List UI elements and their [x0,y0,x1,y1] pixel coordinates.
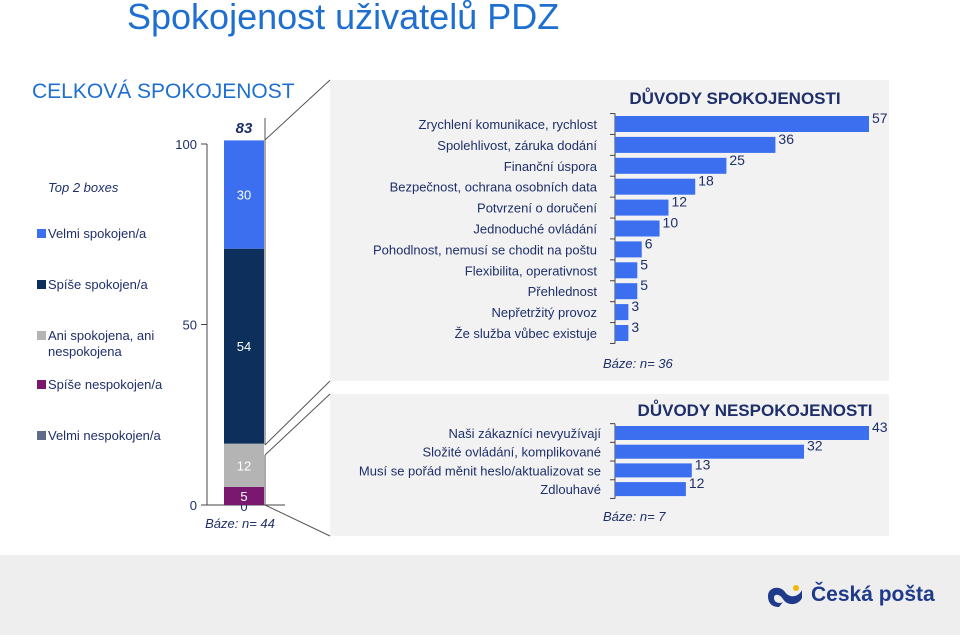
bar [615,136,776,153]
bar-value-label: 18 [698,173,714,189]
bar-value-label: 12 [689,475,705,491]
category-label: Zdlouhavé [540,482,601,497]
bar [615,283,638,300]
bar [615,262,638,279]
unsat-base: Báze: n= 7 [603,509,666,524]
stack-segment [224,443,264,487]
legend-swatch [37,431,46,440]
bar [615,199,669,216]
category-label: Musí se pořád měnit heslo/aktualizovat s… [359,463,601,478]
bar [615,426,869,440]
bar-value-label: 12 [671,194,687,210]
legend-label: Velmi spokojen/a [48,226,147,241]
bar-value-label: 57 [872,110,888,126]
overall-base: Báze: n= 44 [205,516,275,531]
unsat-panel-bg [330,394,889,536]
category-label: Spolehlivost, záruka dodání [437,138,597,153]
bar [615,220,660,237]
legend-label: Ani spokojena, ani nespokojena [48,328,154,359]
bar [615,304,629,321]
bar [615,482,686,497]
legend-swatch [37,380,46,389]
bar [615,325,629,341]
legend-label: Spíše spokojen/a [48,277,149,292]
bar-value-label: 43 [872,419,888,435]
y-tick-label: 100 [175,137,197,152]
logo-text: Česká pošta [811,583,935,606]
category-label: Že služba vůbec existuje [455,326,597,341]
stack-segment [224,140,264,249]
y-tick-label: 50 [183,318,197,333]
bar [615,116,869,132]
legend: Velmi spokojen/a Spíše spokojen/a Ani spok… [37,226,163,443]
bar-value-label: 5 [640,277,648,293]
y-tick-label: 0 [190,498,197,513]
top2-label: Top 2 boxes [48,180,119,195]
stack-value-label: 54 [237,339,251,354]
stack-value-label: 30 [237,188,251,203]
bar-value-label: 3 [631,298,639,314]
legend-swatch [37,280,46,289]
stack-value-label: 12 [237,458,251,473]
overall-heading: CELKOVÁ SPOKOJENOST [32,80,295,103]
bar [615,157,727,174]
legend-swatch [37,331,46,340]
page-title: Spokojenost uživatelů PDZ [127,0,560,37]
bar-value-label: 10 [663,215,679,231]
sat-heading: DŮVODY SPOKOJENOSTI [629,88,840,108]
stack-value-label: 0 [240,499,247,514]
bar [615,444,805,459]
bar-value-label: 32 [807,438,823,454]
category-label: Finanční úspora [504,159,598,174]
bar [615,178,696,195]
stack-segment [224,486,264,505]
category-label: Flexibilita, operativnost [465,263,598,278]
bracket-mid2 [264,393,331,456]
top2-value: 83 [236,120,253,137]
category-label: Zrychlení komunikace, rychlost [419,117,598,132]
ceska-posta-logo: Česká pošta [765,580,935,610]
unsat-chart: 43 Naši zákazníci nevyužívají 32 Složité ov… [359,419,888,499]
bar [615,241,642,258]
sat-base: Báze: n= 36 [603,356,674,371]
category-label: Naši zákazníci nevyužívají [449,426,602,441]
category-label: Nepřetržitý provoz [492,305,597,320]
category-label: Pohodlnost, nemusí se chodit na poštu [373,242,597,257]
bracket-mid [264,380,331,446]
bar-value-label: 3 [631,319,639,335]
bar-value-label: 5 [640,256,648,272]
posthorn-icon [768,585,802,607]
category-label: Složité ovládání, komplikované [423,445,602,460]
stacked-bar: 05 12 54 30 [224,140,264,514]
category-label: Bezpečnost, ochrana osobních data [390,180,598,195]
category-label: Jednoduché ovládání [473,222,597,237]
bar [615,463,692,478]
category-label: Potvrzení o doručení [477,201,597,216]
report-canvas: CELKOVÁ SPOKOJENOST Top 2 boxes 83 Velmi… [32,79,889,537]
legend-swatch [37,229,46,238]
category-label: Přehlednost [528,284,598,299]
stack-segment [224,248,264,444]
bar-value-label: 6 [645,235,653,251]
bar-value-label: 36 [778,131,794,147]
bar-value-label: 13 [695,456,711,472]
unsat-heading: DŮVODY NESPOKOJENOSTI [638,400,873,420]
bar-value-label: 25 [729,152,745,168]
legend-label: Velmi nespokojen/a [48,428,162,443]
legend-label: Spíše nespokojen/a [48,377,163,392]
stack-value-label: 5 [240,489,247,504]
